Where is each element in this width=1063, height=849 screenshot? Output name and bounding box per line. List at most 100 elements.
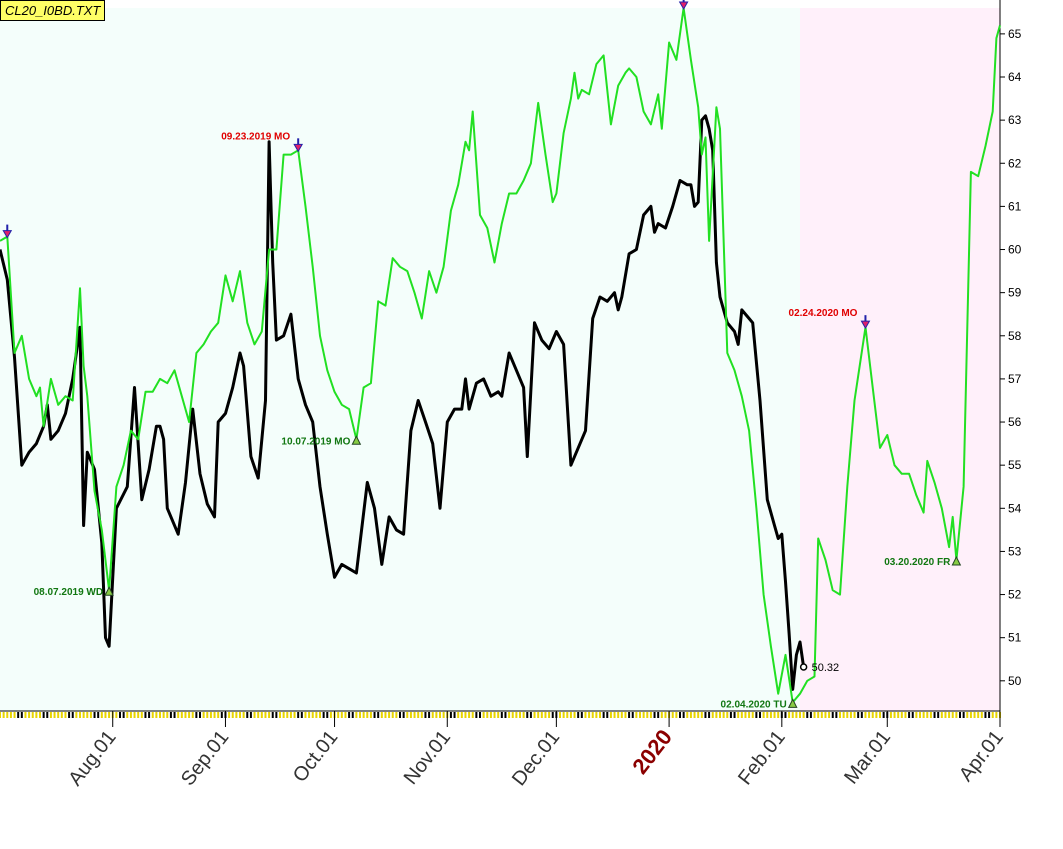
- x-day-tick: [715, 712, 718, 718]
- shaded-region: [800, 8, 1000, 711]
- high-marker: [293, 143, 304, 153]
- x-day-tick: [889, 712, 892, 718]
- x-day-tick: [722, 712, 725, 718]
- x-day-tick: [162, 712, 165, 718]
- x-day-tick: [169, 712, 172, 718]
- x-day-tick: [700, 712, 703, 718]
- last-value-marker: [799, 663, 808, 671]
- x-day-tick: [239, 712, 241, 718]
- x-day-tick: [329, 712, 332, 718]
- x-day-tick: [377, 712, 380, 718]
- x-day-tick: [289, 712, 292, 718]
- low-marker: [951, 555, 962, 566]
- x-day-tick: [624, 712, 627, 718]
- x-day-tick: [399, 712, 401, 718]
- y-tick-label: 61: [1008, 199, 1022, 213]
- x-day-tick: [748, 712, 751, 718]
- x-day-tick: [988, 712, 991, 718]
- x-day-tick: [573, 712, 576, 718]
- x-day-tick: [409, 712, 412, 718]
- x-day-tick: [679, 712, 681, 718]
- x-day-tick: [606, 712, 609, 718]
- x-day-tick: [380, 712, 383, 718]
- x-day-tick: [708, 712, 711, 718]
- x-day-tick: [839, 712, 841, 718]
- x-day-tick: [86, 712, 89, 718]
- y-tick-label: 59: [1008, 286, 1022, 300]
- x-day-tick: [613, 712, 616, 718]
- chart-title: CL20_I0BD.TXT: [0, 0, 106, 21]
- x-day-tick: [951, 712, 954, 718]
- x-day-tick: [882, 712, 885, 718]
- x-day-tick: [129, 712, 132, 718]
- x-day-tick: [293, 712, 296, 718]
- x-day-tick: [177, 712, 180, 718]
- x-day-tick: [300, 712, 303, 718]
- x-day-tick: [460, 712, 463, 718]
- x-day-tick: [919, 712, 921, 718]
- x-day-tick: [628, 712, 631, 718]
- x-day-tick: [53, 712, 56, 718]
- x-tick-label: Aug.01: [64, 727, 120, 790]
- x-day-tick: [220, 712, 223, 718]
- x-day-tick: [180, 712, 183, 718]
- x-day-tick: [948, 712, 951, 718]
- x-day-tick: [817, 712, 820, 718]
- y-tick-label: 63: [1008, 113, 1022, 127]
- x-day-tick: [620, 712, 623, 718]
- y-tick-label: 58: [1008, 329, 1022, 343]
- x-day-tick: [580, 712, 583, 718]
- x-axis-strip: [0, 711, 1000, 719]
- x-day-tick: [980, 712, 983, 718]
- x-day-tick: [100, 712, 103, 718]
- x-day-tick: [966, 712, 969, 718]
- x-day-tick: [842, 712, 845, 718]
- x-day-tick: [740, 712, 743, 718]
- x-day-tick: [846, 712, 849, 718]
- low-label: 10.07.2019 MO: [281, 436, 350, 447]
- x-day-tick: [24, 712, 27, 718]
- x-day-tick: [849, 712, 852, 718]
- x-day-tick: [689, 712, 692, 718]
- x-day-tick: [406, 712, 409, 718]
- x-day-tick: [977, 712, 980, 718]
- y-tick-label: 56: [1008, 415, 1022, 429]
- x-day-tick: [908, 712, 911, 718]
- x-day-tick: [140, 712, 143, 718]
- x-day-tick: [526, 712, 529, 718]
- x-day-tick: [875, 712, 878, 718]
- x-day-tick: [133, 712, 136, 718]
- x-day-tick: [468, 712, 471, 718]
- x-day-tick: [533, 712, 536, 718]
- x-day-tick: [322, 712, 325, 718]
- x-day-tick: [937, 712, 940, 718]
- x-day-tick: [166, 712, 169, 718]
- x-day-tick: [519, 712, 521, 718]
- high-label: 09.23.2019 MO: [221, 131, 290, 142]
- x-day-tick: [522, 712, 525, 718]
- x-day-tick: [897, 712, 900, 718]
- x-day-tick: [359, 712, 361, 718]
- x-day-tick: [766, 712, 769, 718]
- x-day-tick: [548, 712, 551, 718]
- x-day-tick: [268, 712, 271, 718]
- x-day-tick: [788, 712, 791, 718]
- x-day-tick: [591, 712, 594, 718]
- x-day-tick: [279, 712, 281, 718]
- x-day-tick: [853, 712, 856, 718]
- x-day-tick: [511, 712, 514, 718]
- annotations: 50.32O09.23.2019 MO01.02.2020 TH02.24.20…: [2, 0, 962, 710]
- x-day-tick: [864, 712, 867, 718]
- x-day-tick: [795, 712, 798, 718]
- x-day-tick: [144, 712, 147, 718]
- x-day-tick: [529, 712, 532, 718]
- high-marker: [860, 320, 871, 330]
- x-day-tick: [991, 712, 994, 718]
- x-day-tick: [395, 712, 398, 718]
- x-day-tick: [744, 712, 747, 718]
- x-day-tick: [828, 712, 831, 718]
- x-day-tick: [104, 712, 107, 718]
- x-day-tick: [537, 712, 540, 718]
- x-day-tick: [584, 712, 587, 718]
- x-day-tick: [660, 712, 663, 718]
